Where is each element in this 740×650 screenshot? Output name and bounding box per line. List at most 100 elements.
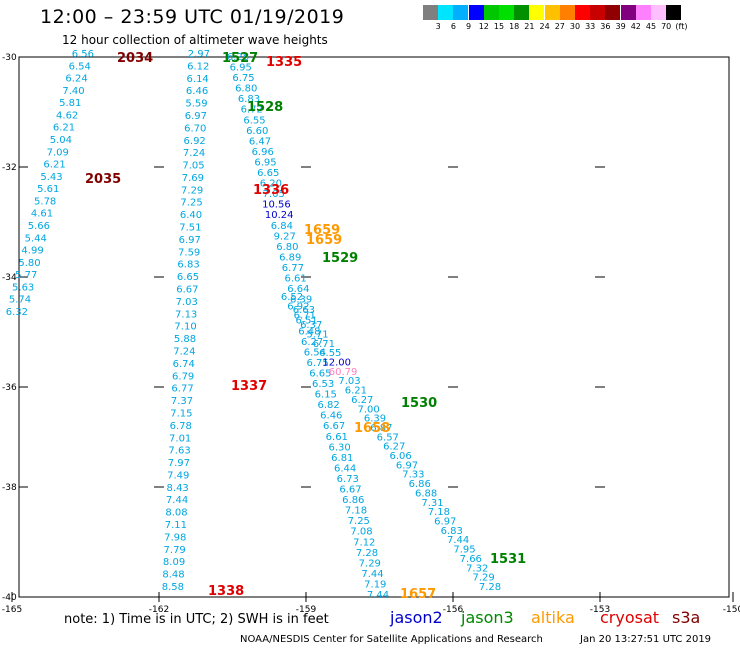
colorbar-swatch	[605, 5, 621, 20]
colorbar-label: 9	[466, 22, 472, 31]
swh-value: 8.48	[162, 570, 184, 581]
swh-value: 6.48	[298, 326, 320, 337]
plot-frame	[18, 56, 730, 598]
lat-tick-label: -36	[2, 383, 17, 393]
swh-value: 6.97	[434, 517, 456, 528]
lon-tick-label: -153	[590, 605, 610, 615]
swh-value: 5.61	[37, 184, 59, 195]
colorbar-label: 12	[478, 22, 489, 31]
swh-value: 6.61	[284, 274, 306, 285]
lon-tick-label: -159	[296, 605, 317, 615]
satellite-legend-item: jason2	[390, 608, 443, 627]
swh-value: 5.71	[306, 329, 328, 340]
colorbar-swatch	[590, 5, 606, 20]
swh-value: 7.29	[181, 185, 203, 196]
lat-tick-label: -38	[2, 483, 17, 493]
swh-value: 6.80	[276, 242, 298, 253]
swh-value: 9.27	[274, 231, 296, 242]
swh-value: 6.86	[342, 495, 364, 506]
pass-time-label: 1528	[247, 100, 283, 115]
swh-value: 5.77	[15, 270, 37, 281]
swh-value: 6.55	[243, 115, 265, 126]
swh-value: 6.39	[364, 414, 386, 425]
swh-value: 7.28	[356, 548, 378, 559]
swh-value: 6.21	[43, 160, 65, 171]
swh-value: 6.83	[177, 260, 199, 271]
pass-time-label: 1659	[306, 233, 342, 248]
lat-tick-label: -30	[2, 53, 17, 63]
swh-value: 5.66	[28, 221, 50, 232]
swh-value: 5.81	[59, 98, 81, 109]
swh-value: 5.43	[40, 172, 62, 183]
swh-value: 7.95	[453, 545, 475, 556]
swh-value: 7.29	[359, 558, 381, 569]
colorbar-swatch	[635, 5, 651, 20]
swh-value: 7.79	[164, 545, 186, 556]
swh-value: 5.88	[174, 334, 196, 345]
pass-time-label: 1530	[401, 396, 437, 411]
colorbar-label: 27	[554, 22, 565, 31]
swh-value: 6.89	[279, 252, 301, 263]
swh-value: 6.72	[241, 105, 263, 116]
swh-value: 6.27	[351, 395, 373, 406]
colorbar-swatch	[514, 5, 530, 20]
swh-value: 6.86	[409, 479, 431, 490]
pass-time-label: 1658	[354, 421, 390, 436]
swh-value: 5.63	[12, 282, 34, 293]
map-title: 12:00 – 23:59 UTC 01/19/2019	[40, 6, 345, 28]
colorbar-swatch	[575, 5, 590, 20]
colorbar-swatch	[620, 5, 636, 20]
pass-time-label: 1529	[322, 251, 358, 266]
pass-time-label: 2034	[117, 51, 153, 66]
swh-value: 5.80	[18, 258, 40, 269]
swh-value: 6.37	[300, 320, 322, 331]
swh-value: 8.43	[167, 483, 189, 494]
swh-value: 6.97	[185, 111, 207, 122]
swh-value: 6.61	[326, 432, 348, 443]
swh-value: 7.37	[171, 396, 193, 407]
swh-value: 7.98	[164, 532, 186, 543]
lon-tick-label: -156	[443, 605, 464, 615]
swh-value: 60.79	[329, 367, 358, 378]
swh-value: 6.39	[290, 295, 312, 306]
colorbar-label: 30	[569, 22, 581, 31]
swh-value: 6.97	[396, 460, 418, 471]
swh-value: 5.44	[25, 233, 47, 244]
swh-value: 6.47	[249, 136, 271, 147]
swh-value: 6.56	[72, 49, 94, 60]
swh-value: 8.58	[162, 582, 184, 593]
swh-value: 6.06	[389, 451, 411, 462]
colorbar-swatch	[438, 5, 454, 20]
swh-value: 6.46	[186, 86, 208, 97]
swh-value: 6.88	[415, 489, 437, 500]
swh-value: 6.14	[187, 74, 209, 85]
swh-value: 6.55	[319, 348, 341, 359]
axis-labels: -165 -162 -159 -156 -153 -150 -30 -32 -34 -36 -38 -…	[2, 53, 740, 615]
swh-value: 6.46	[320, 411, 342, 422]
swh-value: 5.74	[9, 295, 31, 306]
swh-value: 7.11	[165, 520, 187, 531]
colorbar-swatch	[559, 5, 575, 20]
swh-value: 7.44	[447, 535, 469, 546]
pass-time-label: 1659	[304, 223, 340, 238]
swh-value: 6.30	[328, 442, 350, 453]
swh-value: 7.63	[168, 446, 190, 457]
swh-value: 6.21	[53, 123, 75, 134]
swh-value: 7.31	[421, 498, 443, 509]
swh-value: 6.65	[177, 272, 199, 283]
swh-value: 7.44	[367, 590, 389, 601]
swh-value: 8.09	[163, 557, 185, 568]
altimeter-tracks: 6.566.546.247.405.814.626.215.047.096.21…	[6, 49, 501, 601]
grid-ticks	[11, 56, 734, 602]
swh-value: 6.63	[293, 305, 315, 316]
swh-value: 6.92	[184, 136, 206, 147]
swh-value: 7.10	[174, 322, 196, 333]
colorbar-label: 6	[450, 22, 456, 31]
swh-value: 6.95	[254, 158, 276, 169]
colorbar-label: 45	[645, 22, 657, 31]
swh-value: 6.82	[317, 400, 339, 411]
satellite-legend-item: cryosat	[600, 608, 660, 627]
swh-value: 6.96	[252, 147, 274, 158]
swh-value: 6.81	[331, 453, 353, 464]
